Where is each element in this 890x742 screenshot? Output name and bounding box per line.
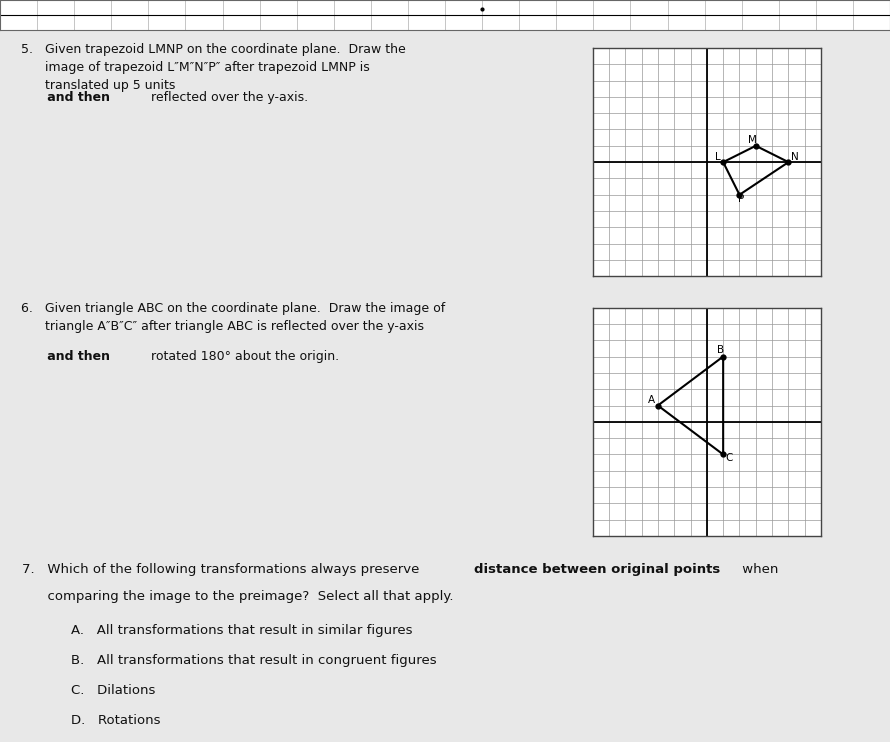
Text: 7.   Which of the following transformations always preserve: 7. Which of the following transformation…: [22, 562, 424, 576]
Text: comparing the image to the preimage?  Select all that apply.: comparing the image to the preimage? Sel…: [22, 590, 454, 603]
Text: when: when: [738, 562, 778, 576]
Text: A.   All transformations that result in similar figures: A. All transformations that result in si…: [71, 624, 413, 637]
Text: B.   All transformations that result in congruent figures: B. All transformations that result in co…: [71, 654, 437, 667]
Text: 5.   Given trapezoid LMNP on the coordinate plane.  Draw the
      image of trap: 5. Given trapezoid LMNP on the coordinat…: [20, 43, 406, 92]
Text: C.   Dilations: C. Dilations: [71, 684, 156, 697]
Text: 6.   Given triangle ABC on the coordinate plane.  Draw the image of
      triang: 6. Given triangle ABC on the coordinate …: [20, 302, 445, 352]
Text: D.   Rotations: D. Rotations: [71, 714, 161, 727]
Text: and then: and then: [20, 91, 109, 104]
Text: rotated 180° about the origin.: rotated 180° about the origin.: [147, 350, 339, 364]
Text: and then: and then: [20, 350, 109, 364]
Text: reflected over the y-axis.: reflected over the y-axis.: [147, 91, 308, 104]
Text: distance between original points: distance between original points: [474, 562, 721, 576]
